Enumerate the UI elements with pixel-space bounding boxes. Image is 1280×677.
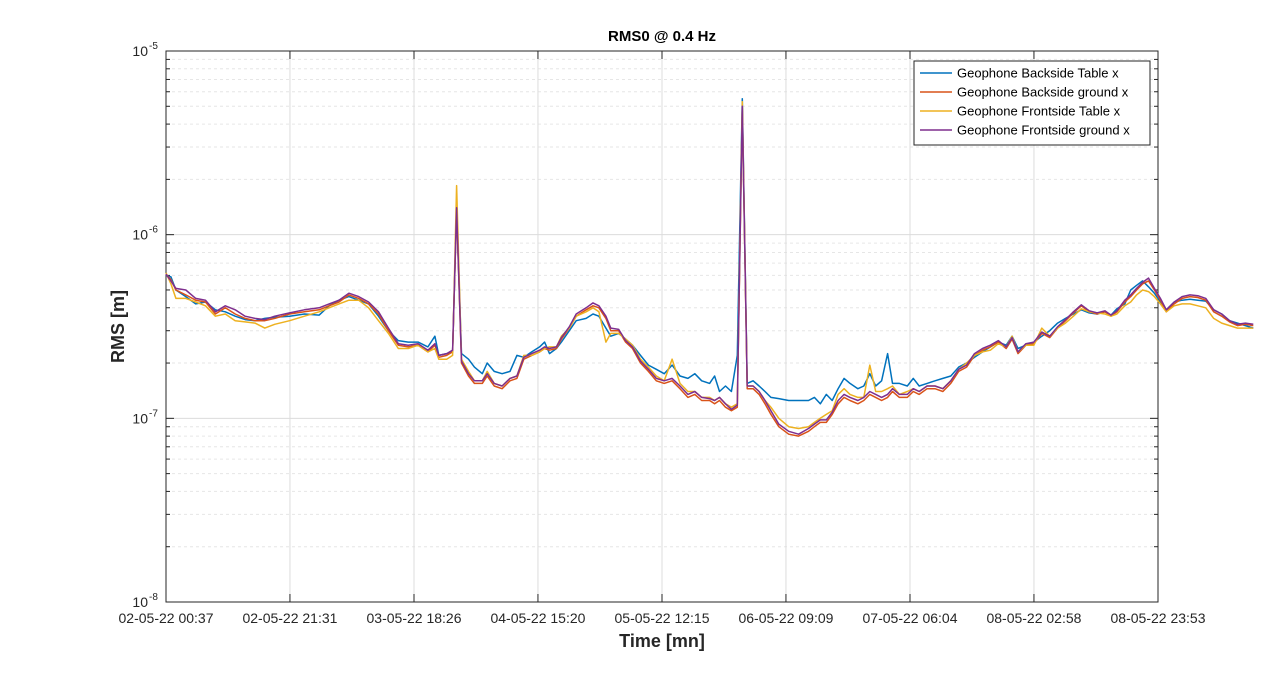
x-axis-label: Time [mn] <box>619 631 705 651</box>
y-tick-exponent: -5 <box>149 41 158 52</box>
y-tick-exponent: -7 <box>149 408 158 419</box>
x-tick-label: 02-05-22 00:37 <box>119 610 214 626</box>
y-axis-label: RMS [m] <box>108 290 128 363</box>
chart-title: RMS0 @ 0.4 Hz <box>608 28 716 45</box>
x-tick-label: 05-05-22 12:15 <box>615 610 710 626</box>
x-tick-label: 03-05-22 18:26 <box>367 610 462 626</box>
x-tick-label: 06-05-22 09:09 <box>738 610 833 626</box>
x-tick-label: 08-05-22 23:53 <box>1111 610 1206 626</box>
y-tick-exponent: -8 <box>149 592 158 603</box>
legend-box <box>913 60 1151 146</box>
series-line-4 <box>165 105 1254 435</box>
y-tick-label: 10 <box>132 410 148 426</box>
legend-entry: Geophone Frontside ground x <box>957 123 1130 138</box>
x-tick-label: 02-05-22 21:31 <box>242 610 337 626</box>
y-tick-label: 10 <box>132 43 148 59</box>
legend-entry: Geophone Backside Table x <box>957 66 1119 81</box>
x-tick-label: 04-05-22 15:20 <box>490 610 585 626</box>
y-tick-label: 10 <box>132 594 148 610</box>
y-tick-exponent: -6 <box>149 225 158 236</box>
legend-entry: Geophone Backside ground x <box>957 85 1129 100</box>
y-tick-label: 10 <box>132 227 148 243</box>
legend-entry: Geophone Frontside Table x <box>957 104 1121 119</box>
x-tick-label: 08-05-22 02:58 <box>986 610 1081 626</box>
axis-ticks: 02-05-22 00:37 02-05-22 21:31 03-05-22 18:… <box>119 41 1206 626</box>
series-lines <box>165 97 1254 437</box>
series-line-3 <box>165 100 1254 430</box>
x-tick-label: 07-05-22 06:04 <box>863 610 958 626</box>
legend: Geophone Backside Table x Geophone Backsi… <box>913 60 1151 146</box>
series-line-2 <box>165 107 1254 437</box>
